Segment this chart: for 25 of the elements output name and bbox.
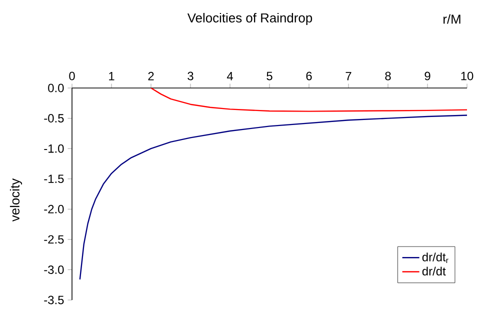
x-tick-label: 0 — [69, 72, 75, 80]
x-tick-label: 1 — [109, 72, 114, 80]
x-tick-label: 7 — [346, 72, 352, 80]
x-tick-label: 6 — [306, 72, 312, 80]
y-tick-label: -3.0 — [44, 265, 64, 274]
x-tick-label: 4 — [226, 72, 233, 80]
x-tick-label: 2 — [148, 72, 154, 80]
x-tick-label: 3 — [188, 72, 194, 80]
y-tick-label: -2.5 — [44, 235, 64, 244]
legend-label: dr/dt$_{r}$ — [422, 252, 448, 264]
y-tick-label: -1.0 — [44, 144, 64, 153]
x-axis-title: r/M — [444, 14, 460, 24]
x-tick-label: 10 — [461, 72, 474, 80]
chart-title: Velocities of Raindrop — [187, 12, 312, 26]
x-tick-label: 5 — [266, 72, 272, 80]
x-tick-label: 8 — [385, 72, 391, 80]
y-tick-label: -1.5 — [44, 174, 64, 184]
x-tick-label: 9 — [424, 72, 430, 80]
y-tick-label: 0.0 — [48, 84, 64, 92]
y-tick-label: -3.5 — [44, 296, 64, 304]
line-series — [150, 88, 468, 112]
y-tick-label: -2.0 — [44, 204, 64, 214]
y-tick-label: -0.5 — [44, 114, 64, 123]
y-axis-title: velocity — [10, 178, 22, 222]
legend-label: dr/dt — [422, 266, 446, 276]
